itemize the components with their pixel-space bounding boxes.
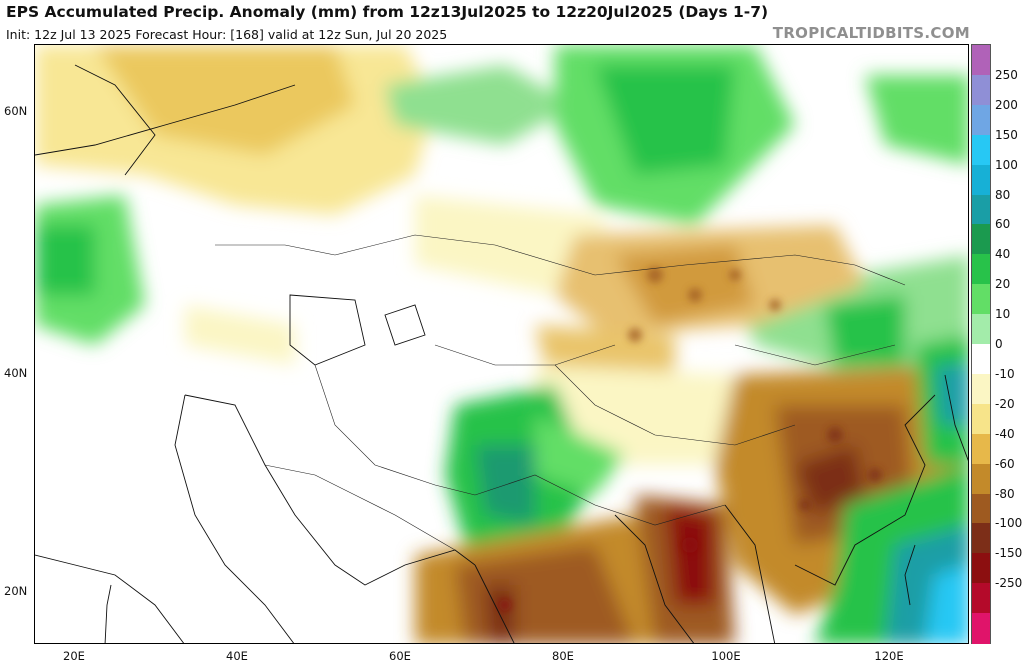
colorbar-tick-label: 100 (995, 157, 1018, 172)
colorbar-segment (972, 284, 990, 315)
colorbar-segment (972, 224, 990, 255)
colorbar-tick-label: 40 (995, 247, 1011, 262)
lat-label-20n: 20N (4, 584, 28, 598)
colorbar-tick-label: 60 (995, 217, 1011, 232)
colorbar-segment (972, 104, 990, 136)
colorbar-tick-label: 80 (995, 187, 1011, 202)
colorbar-segment (972, 314, 990, 345)
colorbar-segment (972, 373, 990, 405)
lon-label-60e: 60E (389, 649, 411, 663)
colorbar-segment (972, 74, 990, 106)
colorbar-segment (972, 553, 990, 584)
colorbar-tick-label: -100 (995, 516, 1023, 531)
lon-label-20e: 20E (63, 649, 85, 663)
map-subtitle: Init: 12z Jul 13 2025 Forecast Hour: [16… (6, 27, 448, 42)
colorbar-segment (972, 493, 990, 524)
colorbar-tick-label: 0 (995, 337, 1003, 351)
colorbar-tick-label: -20 (995, 396, 1015, 411)
lon-label-120e: 120E (874, 649, 904, 663)
lon-label-80e: 80E (552, 649, 574, 663)
colorbar-segment (972, 134, 990, 166)
colorbar-tick-label: -250 (995, 576, 1023, 591)
political-borders (215, 234, 906, 551)
lat-label-40n: 40N (4, 366, 28, 380)
colorbar-segment (972, 523, 990, 554)
colorbar-segment (972, 194, 990, 225)
colorbar-tick-label: 200 (995, 97, 1018, 112)
colorbar-segment (972, 403, 990, 435)
colorbar-segment (972, 344, 990, 375)
anomaly-cells (499, 267, 882, 611)
colorbar-tick-label: 10 (995, 307, 1011, 322)
coastlines (35, 64, 968, 643)
colorbar-segment (972, 45, 990, 76)
colorbar-segment (972, 254, 990, 285)
colorbar-segment (972, 583, 990, 614)
precip-anomaly-map (34, 44, 969, 644)
colorbar-tick-label: -60 (995, 456, 1015, 471)
colorbar-tick-label: -150 (995, 546, 1023, 561)
lon-label-100e: 100E (711, 649, 741, 663)
colorbar (971, 44, 991, 644)
colorbar-tick-label: -10 (995, 366, 1015, 381)
anomaly-fill (35, 45, 968, 643)
colorbar-segment (972, 613, 990, 644)
colorbar-tick-label: -40 (995, 426, 1015, 441)
colorbar-segment (972, 164, 990, 196)
lat-label-60n: 60N (4, 104, 28, 118)
colorbar-tick-label: 20 (995, 277, 1011, 292)
lon-label-40e: 40E (226, 649, 248, 663)
colorbar-tick-label: 250 (995, 67, 1018, 82)
colorbar-tick-label: -80 (995, 486, 1015, 501)
map-canvas (35, 45, 968, 643)
colorbar-segment (972, 433, 990, 465)
map-title: EPS Accumulated Precip. Anomaly (mm) fro… (6, 3, 769, 21)
site-credit: TROPICALTIDBITS.COM (772, 24, 970, 42)
colorbar-tick-label: 150 (995, 127, 1018, 142)
colorbar-segment (972, 463, 990, 495)
